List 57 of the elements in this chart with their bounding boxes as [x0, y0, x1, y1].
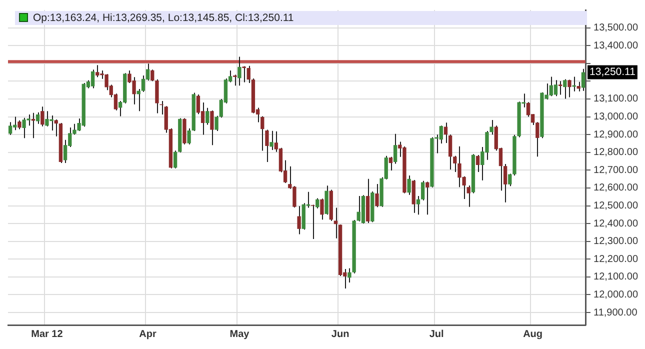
x-tick-label: Jul [429, 328, 444, 340]
y-tick-label: 13,400.00 [594, 40, 638, 52]
y-tick-label: 12,100.00 [594, 272, 638, 283]
candlestick [563, 78, 567, 100]
candlestick [324, 185, 328, 216]
candlestick [40, 106, 44, 127]
y-tick-label: 13,500.00 [594, 22, 638, 34]
x-tick-label: May [230, 328, 250, 340]
x-tick-label: Aug [523, 328, 543, 340]
candlestick [412, 179, 416, 214]
y-tick-label: 12,800.00 [594, 147, 638, 158]
candlestick [375, 184, 379, 208]
candlestick [206, 107, 210, 126]
candlestick [265, 129, 269, 162]
candlestick [54, 118, 58, 137]
candlestick [554, 80, 558, 97]
candlestick [558, 80, 562, 96]
candlestick [242, 66, 246, 83]
y-tick-label: 13,100.00 [594, 94, 638, 105]
candlestick [210, 110, 214, 146]
candlestick [466, 184, 470, 208]
candlestick [36, 112, 40, 124]
x-tick-label: Mar 12 [31, 328, 64, 340]
candlestick [407, 175, 411, 196]
candlestick [576, 81, 580, 92]
candlestick [297, 206, 301, 235]
info-panel: Op:13,163.24, Hi:13,269.35, Lo:13,145.85, Cl:13,250.11 [15, 11, 587, 25]
y-tick-label: 13,000.00 [594, 112, 638, 123]
y-tick-label: 12,600.00 [594, 182, 638, 194]
y-tick-label: 12,500.00 [594, 200, 638, 212]
y-tick-label: 12,200.00 [594, 254, 638, 265]
candlestick [90, 69, 95, 89]
candlestick [388, 156, 393, 172]
y-tick-label: 12,300.00 [594, 236, 638, 248]
candlestick [420, 180, 425, 201]
candlestick [416, 195, 420, 216]
y-tick-label: 12,700.00 [594, 164, 638, 176]
annotation: Op:13,163.24, Hi:13,269.35, Lo:13,145.85, Cl:13,250.11 [33, 12, 294, 24]
candlestick [187, 128, 191, 145]
candlestick [238, 56, 242, 86]
candlestick [310, 204, 315, 240]
candlestick [173, 150, 178, 169]
x-tick-label: Apr [139, 328, 157, 340]
candlestick [476, 154, 480, 172]
y-tick-label: 12,900.00 [594, 129, 638, 140]
y-tick-label: 11,900.00 [594, 307, 638, 318]
x-tick-label: Jun [331, 328, 350, 340]
y-tick-label: 12,000.00 [594, 289, 638, 300]
candlestick [8, 122, 12, 136]
text: 13,250.11 [590, 66, 636, 78]
candlestick [536, 122, 540, 158]
y-tick-label: 12,400.00 [594, 218, 638, 230]
candlestick [233, 74, 237, 86]
candlestick [320, 198, 324, 220]
candlestick [426, 181, 430, 216]
candlestick [568, 79, 572, 98]
candlestick [581, 68, 586, 92]
